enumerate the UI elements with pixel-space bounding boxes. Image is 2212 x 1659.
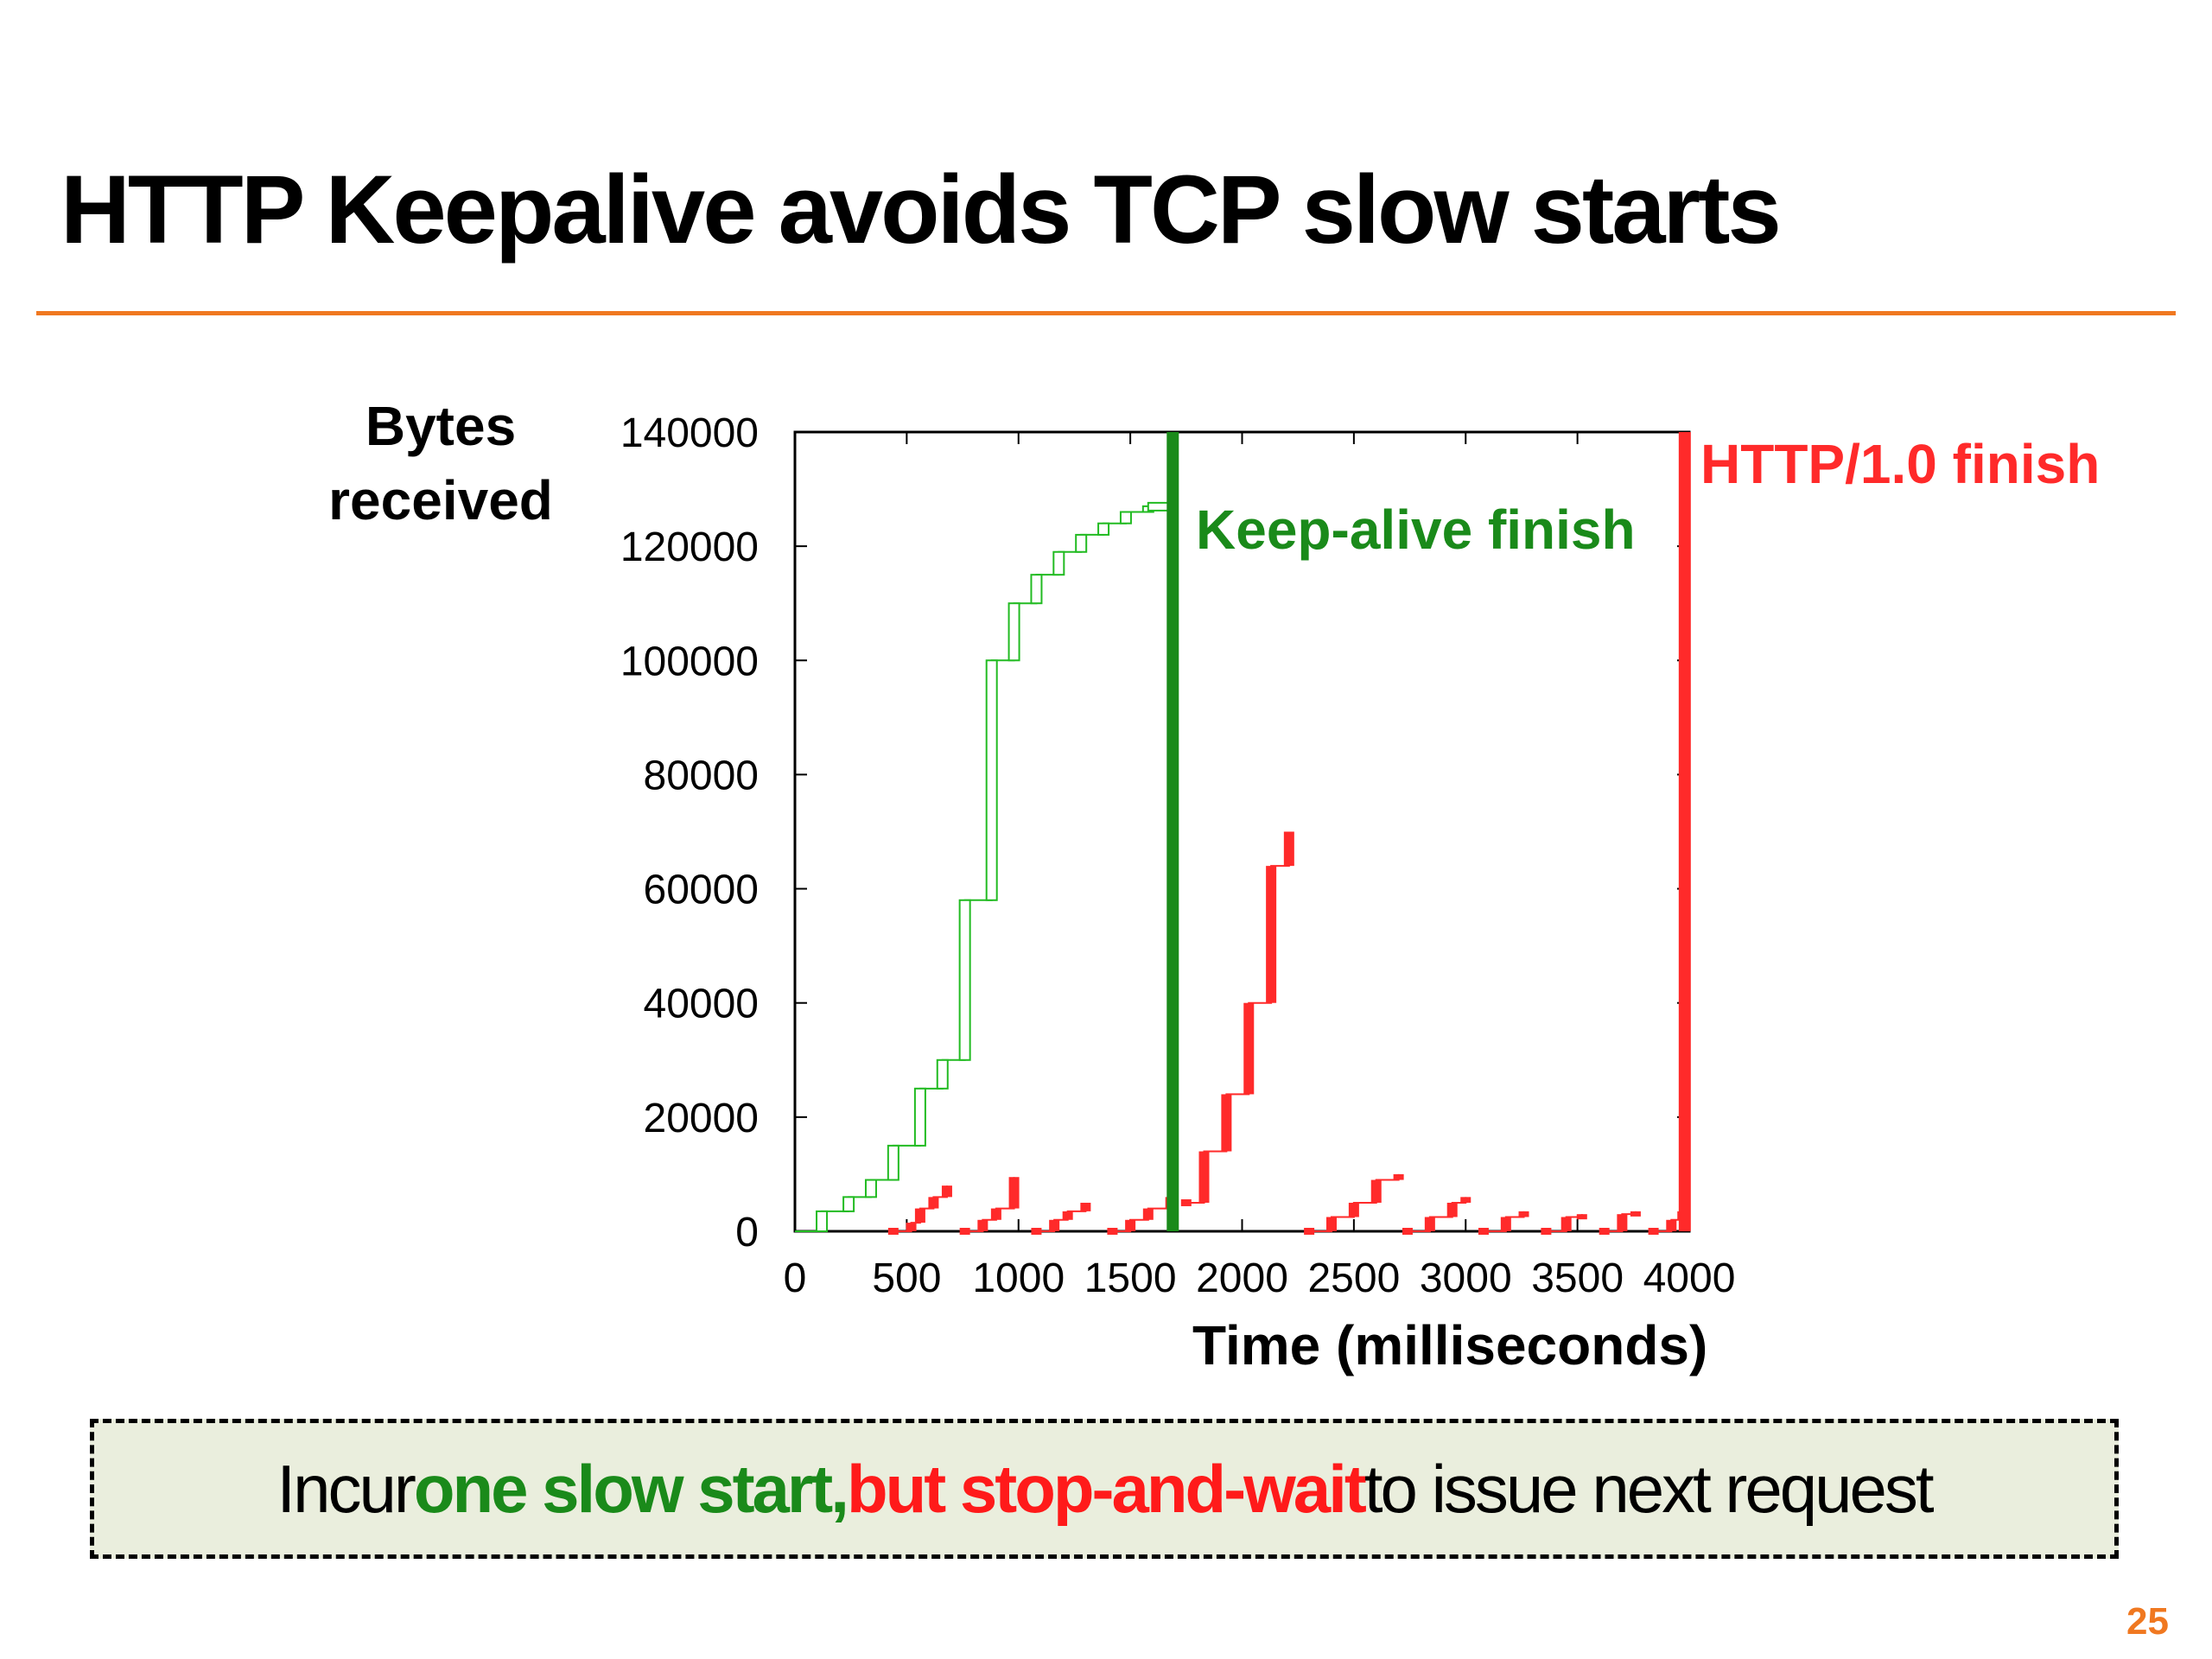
page-number: 25	[2126, 1600, 2169, 1643]
x-tick-label: 2500	[1307, 1255, 1400, 1301]
y-tick-label: 20000	[644, 1096, 759, 1141]
http10-packet-marker	[1062, 1211, 1073, 1220]
keepalive-packet-marker	[936, 1058, 949, 1090]
x-tick-label: 1500	[1084, 1255, 1177, 1301]
x-tick-label: 3500	[1531, 1255, 1624, 1301]
callout-text-red: but stop-and-wait	[846, 1450, 1367, 1527]
http10-packet-marker	[1008, 1177, 1020, 1209]
http10-packet-marker	[990, 1208, 1001, 1220]
http10-packet-marker	[1446, 1202, 1458, 1217]
keepalive-packet-marker	[913, 1087, 926, 1147]
keepalive-packet-marker	[816, 1210, 829, 1232]
x-axis-label: Time (milliseconds)	[1192, 1314, 1708, 1376]
http10-packet-marker	[941, 1185, 952, 1198]
y-tick-label: 60000	[644, 868, 759, 913]
summary-callout: Incur one slow start, but stop-and-wait …	[90, 1419, 2119, 1559]
http10-packet-marker	[1560, 1217, 1572, 1231]
http10-packet-marker	[1266, 866, 1277, 1003]
http10-finish-label: HTTP/1.0 finish	[1700, 433, 2101, 495]
y-tick-label: 80000	[644, 753, 759, 798]
http10-packet-marker	[1142, 1208, 1154, 1220]
callout-text-4: to issue next request	[1363, 1450, 1935, 1527]
keepalive-packet-marker	[1119, 511, 1132, 524]
http10-packet-marker	[959, 1228, 970, 1235]
keepalive-packet-marker	[1007, 602, 1020, 662]
http10-packet-marker	[906, 1223, 917, 1231]
http10-packet-marker	[1049, 1219, 1060, 1231]
y-tick-label: 40000	[644, 982, 759, 1027]
keepalive-packet-marker	[842, 1196, 855, 1212]
keepalive-packet-marker	[1030, 574, 1043, 605]
x-tick-label: 1000	[972, 1255, 1065, 1301]
y-axis-label: Bytes received	[328, 395, 553, 531]
http10-packet-marker	[1031, 1228, 1042, 1235]
http10-packet-marker	[1599, 1228, 1610, 1235]
keepalive-finish-label: Keep-alive finish	[1196, 499, 1636, 561]
http10-packet-marker	[1424, 1217, 1435, 1231]
http10-series-segment	[1036, 1202, 1087, 1232]
slide-title: HTTP Keepalive avoids TCP slow starts	[60, 156, 1782, 264]
http10-packet-marker	[1648, 1228, 1659, 1235]
plot-frame	[793, 430, 1691, 1233]
http10-series-segment	[1112, 1197, 1172, 1232]
y-tick-label: 0	[735, 1210, 759, 1255]
http10-packet-marker	[1541, 1228, 1552, 1235]
keepalive-packet-marker	[985, 659, 998, 901]
keepalive-packet-marker	[1097, 522, 1110, 536]
y-tick-label: 120000	[620, 524, 759, 570]
http10-packet-marker	[1326, 1217, 1337, 1231]
http10-packet-marker	[1180, 1198, 1192, 1206]
http10-packet-marker	[1666, 1219, 1677, 1231]
http10-packet-marker	[1348, 1202, 1359, 1217]
title-divider	[36, 311, 2176, 315]
callout-text-1: Incur	[276, 1450, 416, 1527]
http10-packet-marker	[977, 1219, 988, 1231]
keepalive-packet-marker	[1052, 550, 1065, 576]
http10-packet-marker	[1630, 1211, 1641, 1217]
keepalive-series-line	[795, 505, 1149, 1232]
http10-packet-marker	[1518, 1211, 1529, 1217]
http10-packet-marker	[1221, 1094, 1232, 1152]
y-tick-label: 100000	[620, 639, 759, 684]
http10-packet-marker	[1478, 1228, 1489, 1235]
http10-packet-marker	[1500, 1217, 1511, 1231]
callout-text-green: one slow start,	[413, 1450, 849, 1527]
x-tick-label: 4000	[1643, 1255, 1736, 1301]
http10-series-segment	[964, 1177, 1015, 1232]
http10-packet-marker	[1393, 1173, 1404, 1180]
http10-packet-marker	[1304, 1228, 1315, 1235]
x-tick-label: 500	[872, 1255, 941, 1301]
http10-packet-marker	[1576, 1214, 1587, 1220]
http10-packet-marker	[1370, 1179, 1382, 1203]
y-tick-label: 140000	[620, 410, 759, 456]
http10-packet-marker	[1402, 1228, 1413, 1235]
http10-packet-marker	[1125, 1219, 1136, 1231]
x-tick-label: 3000	[1420, 1255, 1512, 1301]
http10-packet-marker	[1243, 1002, 1255, 1095]
http10-packet-marker	[1198, 1151, 1210, 1203]
http10-packet-marker	[1460, 1197, 1471, 1203]
http10-packet-marker	[1080, 1202, 1091, 1211]
x-tick-label: 0	[784, 1255, 807, 1301]
http10-packet-marker	[1107, 1228, 1118, 1235]
http10-packet-marker	[1283, 831, 1294, 867]
http10-packet-marker	[1617, 1214, 1628, 1231]
keepalive-packet-marker	[887, 1144, 899, 1181]
x-tick-label: 2000	[1196, 1255, 1288, 1301]
http10-packet-marker	[928, 1197, 939, 1209]
http10-packet-marker	[887, 1228, 899, 1235]
keepalive-packet-marker	[958, 899, 971, 1061]
keepalive-packet-marker	[1075, 533, 1088, 553]
keepalive-packet-marker	[864, 1179, 877, 1198]
http10-packet-marker	[914, 1208, 925, 1224]
